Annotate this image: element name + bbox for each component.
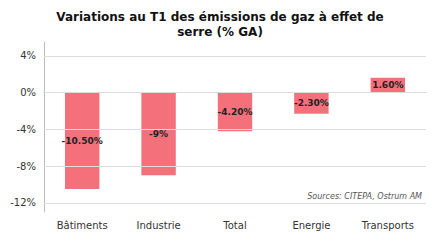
svg-text:-2.30%: -2.30% — [294, 98, 329, 108]
svg-text:-10.50%: -10.50% — [62, 136, 103, 146]
svg-text:-12%: -12% — [10, 197, 36, 208]
svg-text:Bâtiments: Bâtiments — [57, 220, 108, 231]
svg-text:Sources: CITEPA, Ostrum AM: Sources: CITEPA, Ostrum AM — [307, 192, 422, 201]
svg-text:-4%: -4% — [17, 124, 36, 135]
svg-text:1.60%: 1.60% — [372, 80, 403, 90]
svg-text:Transports: Transports — [361, 220, 414, 231]
svg-text:0%: 0% — [20, 87, 36, 98]
svg-text:-9%: -9% — [149, 129, 168, 139]
svg-text:Total: Total — [222, 220, 246, 231]
svg-text:-4.20%: -4.20% — [218, 107, 253, 117]
svg-text:-8%: -8% — [17, 161, 36, 172]
svg-text:Energie: Energie — [292, 220, 330, 231]
svg-text:serre (% GA): serre (% GA) — [177, 25, 263, 39]
svg-text:4%: 4% — [20, 50, 36, 61]
svg-text:Industrie: Industrie — [137, 220, 181, 231]
svg-text:Variations au T1 des émissions: Variations au T1 des émissions de gaz à … — [56, 10, 383, 24]
